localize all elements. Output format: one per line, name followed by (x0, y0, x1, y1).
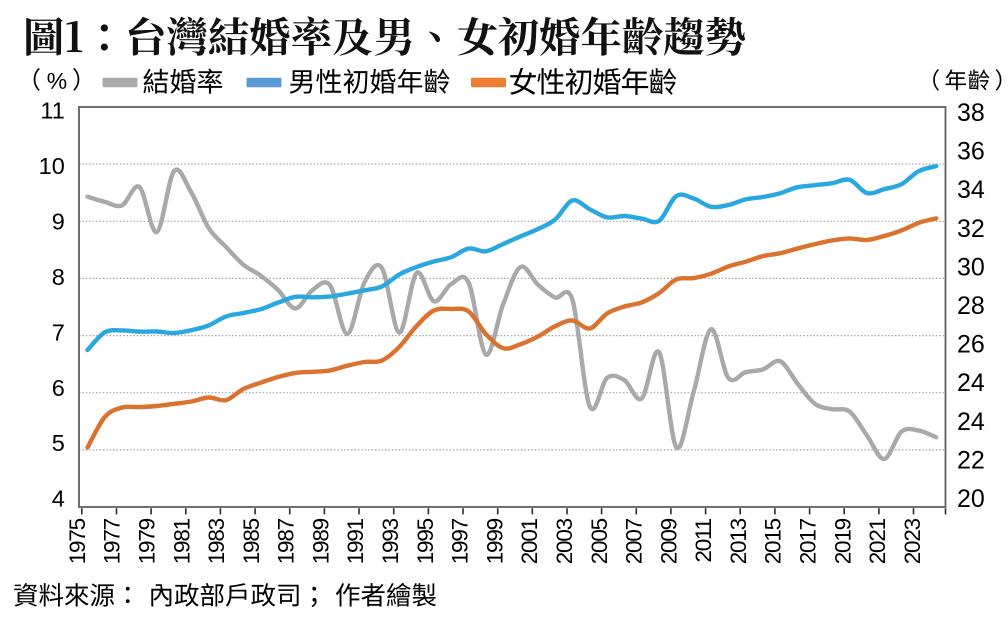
svg-text:2023: 2023 (900, 518, 925, 564)
svg-text:2005: 2005 (587, 518, 612, 564)
svg-text:32: 32 (957, 215, 985, 243)
svg-text:22: 22 (957, 446, 985, 474)
svg-text:24: 24 (957, 369, 985, 397)
svg-text:1985: 1985 (239, 518, 264, 564)
svg-text:34: 34 (957, 176, 985, 204)
svg-text:1977: 1977 (100, 518, 125, 564)
svg-text:2009: 2009 (656, 518, 681, 564)
svg-text:9: 9 (52, 209, 65, 235)
svg-text:6: 6 (52, 375, 65, 401)
svg-text:1997: 1997 (448, 518, 473, 564)
svg-text:1979: 1979 (135, 518, 160, 564)
svg-text:2001: 2001 (517, 518, 542, 564)
svg-text:1981: 1981 (169, 518, 194, 564)
svg-text:2011: 2011 (691, 518, 716, 562)
svg-text:20: 20 (957, 485, 985, 513)
svg-text:1987: 1987 (274, 518, 299, 564)
svg-text:2019: 2019 (830, 518, 855, 564)
svg-text:2003: 2003 (552, 518, 577, 564)
svg-text:11: 11 (40, 98, 64, 124)
svg-text:2015: 2015 (761, 518, 786, 564)
svg-text:24: 24 (957, 408, 985, 436)
svg-text:28: 28 (957, 292, 985, 320)
svg-text:4: 4 (52, 486, 65, 512)
svg-text:5: 5 (52, 430, 65, 456)
svg-text:2007: 2007 (622, 518, 647, 564)
svg-text:26: 26 (957, 331, 985, 359)
svg-text:1975: 1975 (65, 518, 90, 564)
svg-text:1993: 1993 (378, 518, 403, 564)
svg-text:10: 10 (39, 153, 65, 179)
svg-text:8: 8 (52, 264, 65, 290)
svg-text:2017: 2017 (796, 518, 821, 564)
svg-text:7: 7 (52, 319, 65, 345)
svg-text:1991: 1991 (343, 518, 368, 564)
svg-text:1989: 1989 (308, 518, 333, 564)
svg-text:38: 38 (957, 99, 985, 127)
svg-text:1995: 1995 (413, 518, 438, 564)
svg-text:36: 36 (957, 138, 985, 166)
svg-text:1983: 1983 (204, 518, 229, 564)
svg-text:2021: 2021 (865, 518, 890, 564)
svg-text:30: 30 (957, 253, 985, 281)
svg-text:2013: 2013 (726, 518, 751, 564)
svg-text:1999: 1999 (482, 518, 507, 564)
